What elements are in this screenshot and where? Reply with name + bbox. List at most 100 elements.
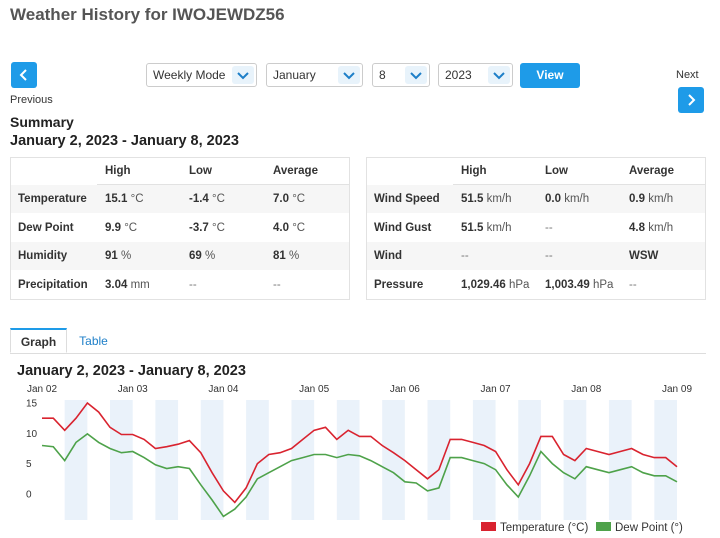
x-tick-label: Jan 02 xyxy=(27,384,57,395)
chevron xyxy=(405,66,427,84)
dropdown[interactable]: Weekly Mode xyxy=(146,63,257,87)
night-band xyxy=(382,400,405,520)
cell-unit: °C xyxy=(292,221,306,234)
y-tick-label: 10 xyxy=(26,429,38,440)
cell-value: 4.8 xyxy=(629,221,645,234)
tab-rule xyxy=(10,353,706,354)
tab[interactable]: Graph xyxy=(10,328,67,353)
cell-value: 51.5 xyxy=(461,221,484,234)
next-label[interactable]: Next xyxy=(676,69,699,81)
cell: 1,029.46 hPa xyxy=(453,271,537,299)
night-band xyxy=(155,400,179,520)
night-band xyxy=(200,400,224,520)
previous-button[interactable] xyxy=(11,62,37,88)
night-band xyxy=(110,400,133,520)
table-frame xyxy=(10,157,350,300)
dropdown-value: Weekly Mode xyxy=(153,68,226,82)
cell-value: 3.04 xyxy=(105,279,128,292)
cell: 15.1 °C xyxy=(97,185,181,213)
night-band xyxy=(427,400,451,520)
x-tick-label: Jan 08 xyxy=(571,384,601,395)
summary-heading: Summary xyxy=(10,114,74,130)
cell-value: -3.7 xyxy=(189,221,209,234)
row-bg xyxy=(11,271,349,300)
previous-label[interactable]: Previous xyxy=(10,94,53,106)
y-tick-label: 5 xyxy=(26,459,32,470)
legend-swatch xyxy=(596,522,611,531)
column-header: Low xyxy=(537,157,621,185)
column-header: High xyxy=(453,157,537,185)
row-bg xyxy=(11,213,349,242)
row-label: Wind Gust xyxy=(374,221,432,234)
series-line xyxy=(41,432,678,518)
cell-unit: °C xyxy=(124,221,138,234)
night-band xyxy=(291,400,315,520)
cell-value: 9.9 xyxy=(105,221,121,234)
cell-value: 4.0 xyxy=(273,221,289,234)
row-label: Pressure xyxy=(374,279,424,292)
tab[interactable]: Table xyxy=(79,334,108,348)
cell-unit: °C xyxy=(212,221,225,234)
night-band xyxy=(518,400,541,520)
y-tick-label: 0 xyxy=(26,489,32,500)
row-label: Precipitation xyxy=(18,279,88,292)
cell-unit: km/h xyxy=(486,193,512,205)
row-label: Temperature xyxy=(18,193,87,205)
column-header: Average xyxy=(265,157,350,185)
dropdown[interactable]: 2023 xyxy=(438,63,513,87)
cell: 0.9 km/h xyxy=(621,185,706,213)
summary-range: January 2, 2023 - January 8, 2023 xyxy=(10,133,239,149)
cell-unit: °C xyxy=(212,193,225,205)
row-bg xyxy=(367,185,705,213)
night-band xyxy=(654,400,677,520)
row-label: Wind Speed xyxy=(374,193,440,205)
cell: -- xyxy=(461,250,469,263)
dropdown-value: 2023 xyxy=(445,68,472,82)
dropdown[interactable]: January xyxy=(266,63,363,87)
x-tick-label: Jan 06 xyxy=(390,384,420,395)
column-header: Average xyxy=(621,157,706,185)
x-tick-label: Jan 05 xyxy=(299,384,329,395)
x-tick-label: Jan 07 xyxy=(481,384,511,395)
x-tick-label: Jan 03 xyxy=(118,384,148,395)
next-button[interactable] xyxy=(678,87,704,113)
cell: -3.7 °C xyxy=(181,214,265,242)
cell: -- xyxy=(189,279,197,292)
row-bg xyxy=(367,242,705,271)
cell-unit: hPa xyxy=(592,279,614,292)
x-tick-label: Jan 09 xyxy=(662,384,692,395)
table-frame xyxy=(366,157,706,300)
chevron xyxy=(232,66,254,84)
cell-value: 91 xyxy=(105,250,118,263)
cell-value: -1.4 xyxy=(189,193,209,205)
page-title: Weather History for IWOJEWDZ56 xyxy=(10,5,285,24)
view-button[interactable]: View xyxy=(520,63,580,88)
cell-value: 69 xyxy=(189,250,202,263)
cell-unit: % xyxy=(205,250,216,263)
y-tick-label: 15 xyxy=(26,399,38,410)
cell: -- xyxy=(629,279,637,292)
column-header: High xyxy=(97,157,181,185)
cell: 69 % xyxy=(181,242,265,270)
night-band xyxy=(608,400,632,520)
cell-unit: km/h xyxy=(564,193,590,205)
night-band xyxy=(336,400,360,520)
series-line xyxy=(42,401,678,504)
cell-value: 0.0 xyxy=(545,193,561,205)
cell: 9.9 °C xyxy=(97,214,181,242)
cell-unit: °C xyxy=(292,193,306,205)
cell-value: 7.0 xyxy=(273,193,289,205)
cell-value: 81 xyxy=(273,250,286,263)
cell-unit: % xyxy=(289,250,300,263)
x-tick-label: Jan 04 xyxy=(208,384,238,395)
cell: 0.0 km/h xyxy=(537,185,621,213)
dropdown-value: January xyxy=(273,68,316,82)
cell-unit: km/h xyxy=(486,221,512,234)
chevron xyxy=(338,66,360,84)
dropdown[interactable]: 8 xyxy=(372,63,430,87)
cell: 51.5 km/h xyxy=(453,214,537,242)
cell: 7.0 °C xyxy=(265,185,350,213)
cell: -- xyxy=(545,221,553,234)
